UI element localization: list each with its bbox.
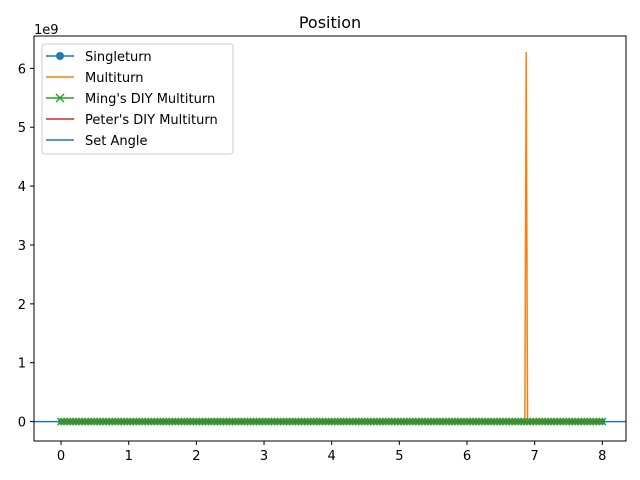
legend: Singleturn Multiturn Ming's DIY Multiturn P… [41, 43, 234, 155]
x-tick-label: 2 [192, 449, 200, 464]
legend-label: Multiturn [85, 71, 143, 86]
legend-box [41, 43, 234, 155]
legend-label: Ming's DIY Multiturn [85, 92, 215, 107]
legend-entry: Singleturn [46, 50, 152, 65]
legend-label: Peter's DIY Multiturn [85, 113, 218, 128]
y-tick-label: 2 [18, 298, 26, 313]
y-tick-label: 0 [18, 416, 26, 431]
x-tick-label: 0 [57, 449, 65, 464]
x-tick-label: 5 [395, 449, 403, 464]
y-tick-label: 1 [18, 357, 26, 372]
y-tick-label: 3 [18, 239, 26, 254]
plot-area [33, 35, 627, 442]
x-tick-label: 3 [260, 449, 268, 464]
x-tick-label: 4 [328, 449, 336, 464]
legend-label: Singleturn [85, 50, 152, 65]
legend-marker [55, 93, 65, 103]
chart-title: Position [299, 13, 361, 32]
y-tick-label: 5 [18, 121, 26, 136]
x-tick-label: 1 [125, 449, 133, 464]
legend-label: Set Angle [85, 134, 147, 149]
legend-marker [56, 52, 64, 60]
x-tick-label: 8 [598, 449, 606, 464]
plot-frame [33, 35, 627, 442]
y-tick-label: 4 [18, 180, 26, 195]
y-axis-multiplier: 1e9 [34, 23, 59, 38]
legend-entry: Multiturn [46, 71, 143, 86]
x-tick-label: 6 [463, 449, 471, 464]
legend-entry: Ming's DIY Multiturn [46, 92, 215, 107]
y-axis: 0 1 2 3 4 5 6 [18, 62, 34, 431]
y-tick-label: 6 [18, 62, 26, 77]
x-axis: 0 1 2 3 4 5 6 7 8 [57, 441, 606, 464]
legend-entry: Peter's DIY Multiturn [46, 113, 218, 128]
x-tick-label: 7 [531, 449, 539, 464]
legend-entry: Set Angle [46, 134, 147, 149]
